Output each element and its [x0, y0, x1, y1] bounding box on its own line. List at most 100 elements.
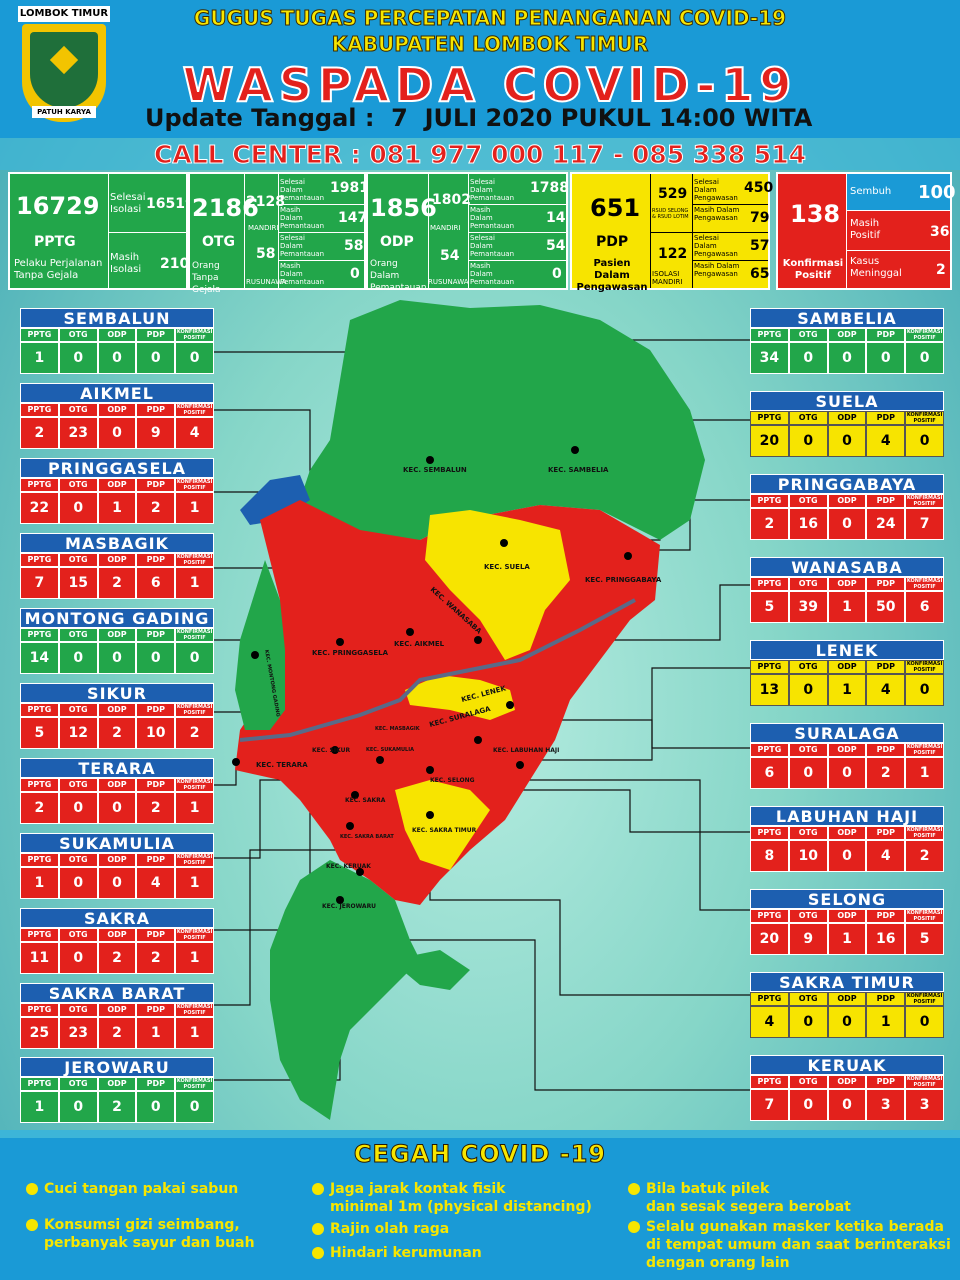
district-header-row: PPTG OTG ODP PDP KONFIRMASI POSITIF [750, 909, 944, 923]
otg-r-selesai: 58 [344, 238, 364, 254]
district-value: 0 [58, 342, 98, 374]
regency-title: KABUPATEN LOMBOK TIMUR [331, 32, 649, 57]
pdp-iso-masih: 65 [750, 266, 770, 282]
district-value: 9 [136, 417, 176, 449]
odp-m-masih-label: Masih Dalam Pemantauan [470, 206, 515, 230]
district-table-lenek: LENEK PPTG OTG ODP PDP KONFIRMASI POSITIF 13 0 1… [750, 640, 944, 706]
column-header: PDP [866, 826, 906, 840]
pdp-summary: 651 PDP Pasien Dalam Pengawasan 529 RSUD… [570, 172, 773, 293]
district-header-row: PPTG OTG ODP PDP KONFIRMASI POSITIF [750, 328, 944, 342]
district-value: 0 [788, 342, 828, 374]
district-value: 10 [788, 840, 828, 872]
odp-desc: Orang Dalam Pemantauan [370, 259, 427, 293]
column-header: PDP [136, 1003, 176, 1017]
yellow-region-sakratimur [395, 780, 490, 870]
district-value: 2 [136, 942, 176, 974]
column-header: PDP [136, 478, 176, 492]
otg-summary: 2186 OTG Orang Tanpa Gejala 2128 MANDIRI… [188, 172, 369, 295]
dot-sikur [331, 746, 339, 754]
map-label-sukamulia: KEC. SUKAMULIA [366, 747, 414, 753]
column-header: ODP [827, 494, 867, 508]
district-value: 20 [750, 425, 789, 457]
column-header: PDP [136, 403, 176, 417]
footer-band [0, 1138, 960, 1280]
pdp-rs-selesai-label: Selesai Dalam Pengawasan [694, 178, 738, 202]
map-label-jerowaru: KEC. JEROWARU [322, 903, 376, 910]
district-value: 6 [750, 757, 789, 789]
odp-m-masih: 14 [546, 210, 566, 226]
map-label-sakratimur: KEC. SAKRA TIMUR [412, 827, 477, 834]
map-label-keruak: KEC. KERUAK [326, 863, 371, 870]
district-table-montong-gading: MONTONG GADING PPTG OTG ODP PDP KONFIRMASI PO… [20, 608, 214, 674]
pptg-code: PPTG [34, 234, 76, 250]
district-value-row: 7 15 2 6 1 [20, 567, 214, 599]
district-value: 2 [97, 1091, 137, 1123]
district-table-pringgasela: PRINGGASELA PPTG OTG ODP PDP KONFIRMASI POSIT… [20, 458, 214, 524]
district-value: 0 [58, 1091, 98, 1123]
regency-logo: LOMBOK TIMUR PATUH KARYA [18, 6, 110, 124]
district-value: 6 [905, 591, 944, 623]
district-header-row: PPTG OTG ODP PDP KONFIRMASI POSITIF [20, 928, 214, 942]
district-value: 2 [20, 792, 59, 824]
dot-sakratimur [426, 811, 434, 819]
district-value: 39 [788, 591, 828, 623]
district-table-suela: SUELA PPTG OTG ODP PDP KONFIRMASI POSITIF 20 0 0… [750, 391, 944, 457]
map-label-aikmel: KEC. AIKMEL [394, 640, 445, 648]
otg-total: 2186 [192, 194, 259, 222]
odp-rusunawa-label: RUSUNAWA [428, 278, 469, 286]
district-value: 4 [866, 674, 906, 706]
column-header: PDP [136, 1077, 176, 1091]
odp-rusunawa: 54 [440, 248, 460, 264]
district-value: 7 [750, 1089, 789, 1121]
district-header-row: PPTG OTG ODP PDP KONFIRMASI POSITIF [20, 1077, 214, 1091]
dot-suralaga [474, 736, 482, 744]
district-value: 1 [175, 867, 214, 899]
pptg-masih-label: Masih Isolasi [110, 252, 142, 275]
column-header: KONFIRMASI POSITIF [905, 743, 944, 757]
logo-motto: PATUH KARYA [32, 106, 96, 118]
odp-mandiri-label: MANDIRI [430, 224, 461, 232]
dot-sakra [351, 791, 359, 799]
header-band [0, 0, 960, 138]
district-value: 0 [136, 1091, 176, 1123]
green-island [390, 950, 470, 990]
column-header: ODP [97, 1003, 137, 1017]
update-date: Update Tanggal : 7 JULI 2020 PUKUL 14:00… [145, 104, 813, 132]
column-header: ODP [827, 743, 867, 757]
sembuh-value: 100 [918, 182, 956, 203]
pdp-iso-selesai-label: Selesai Dalam Pengawasan [694, 234, 738, 258]
column-header: PDP [136, 778, 176, 792]
column-header: OTG [788, 992, 828, 1006]
bullet-icon [628, 1221, 640, 1233]
map-label-sikur: KEC. SIKUR [312, 747, 350, 754]
column-header: KONFIRMASI POSITIF [175, 853, 214, 867]
district-value-row: 20 0 0 4 0 [750, 425, 944, 457]
dot-pringgabaya [624, 552, 632, 560]
column-header: OTG [58, 778, 98, 792]
konfirmasi-total: 138 [790, 200, 841, 228]
district-value: 5 [750, 591, 789, 623]
district-table-sikur: SIKUR PPTG OTG ODP PDP KONFIRMASI POSITIF 5 12 2… [20, 683, 214, 749]
district-value: 1 [905, 757, 944, 789]
district-value: 1 [136, 1017, 176, 1049]
otg-mandiri-label: MANDIRI [248, 224, 279, 232]
district-table-sembalun: SEMBALUN PPTG OTG ODP PDP KONFIRMASI POSITIF 1… [20, 308, 214, 374]
yellow-region-suela [425, 510, 570, 660]
column-header: PPTG [20, 553, 59, 567]
otg-m-selesai: 1981 [330, 180, 369, 196]
otg-m-selesai-label: Selesai Dalam Pemantauan [280, 178, 325, 202]
district-value: 4 [175, 417, 214, 449]
otg-r-masih-label: Masih Dalam Pemantauan [280, 262, 325, 286]
otg-m-masih: 147 [338, 210, 368, 226]
tip-item: Konsumsi gizi seimbang, perbanyak sayur … [26, 1216, 255, 1252]
column-header: KONFIRMASI POSITIF [175, 553, 214, 567]
district-value: 0 [827, 1006, 867, 1038]
district-value: 0 [905, 1006, 944, 1038]
pdp-rs-masih-label: Masih Dalam Pengawasan [694, 206, 740, 222]
map-label-labuhan: KEC. LABUHAN HAJI [493, 747, 559, 754]
column-header: PPTG [750, 660, 789, 674]
pdp-rs-label: RSUD SELONG & RSUD LOTIM [652, 208, 689, 220]
odp-total: 1856 [370, 194, 437, 222]
